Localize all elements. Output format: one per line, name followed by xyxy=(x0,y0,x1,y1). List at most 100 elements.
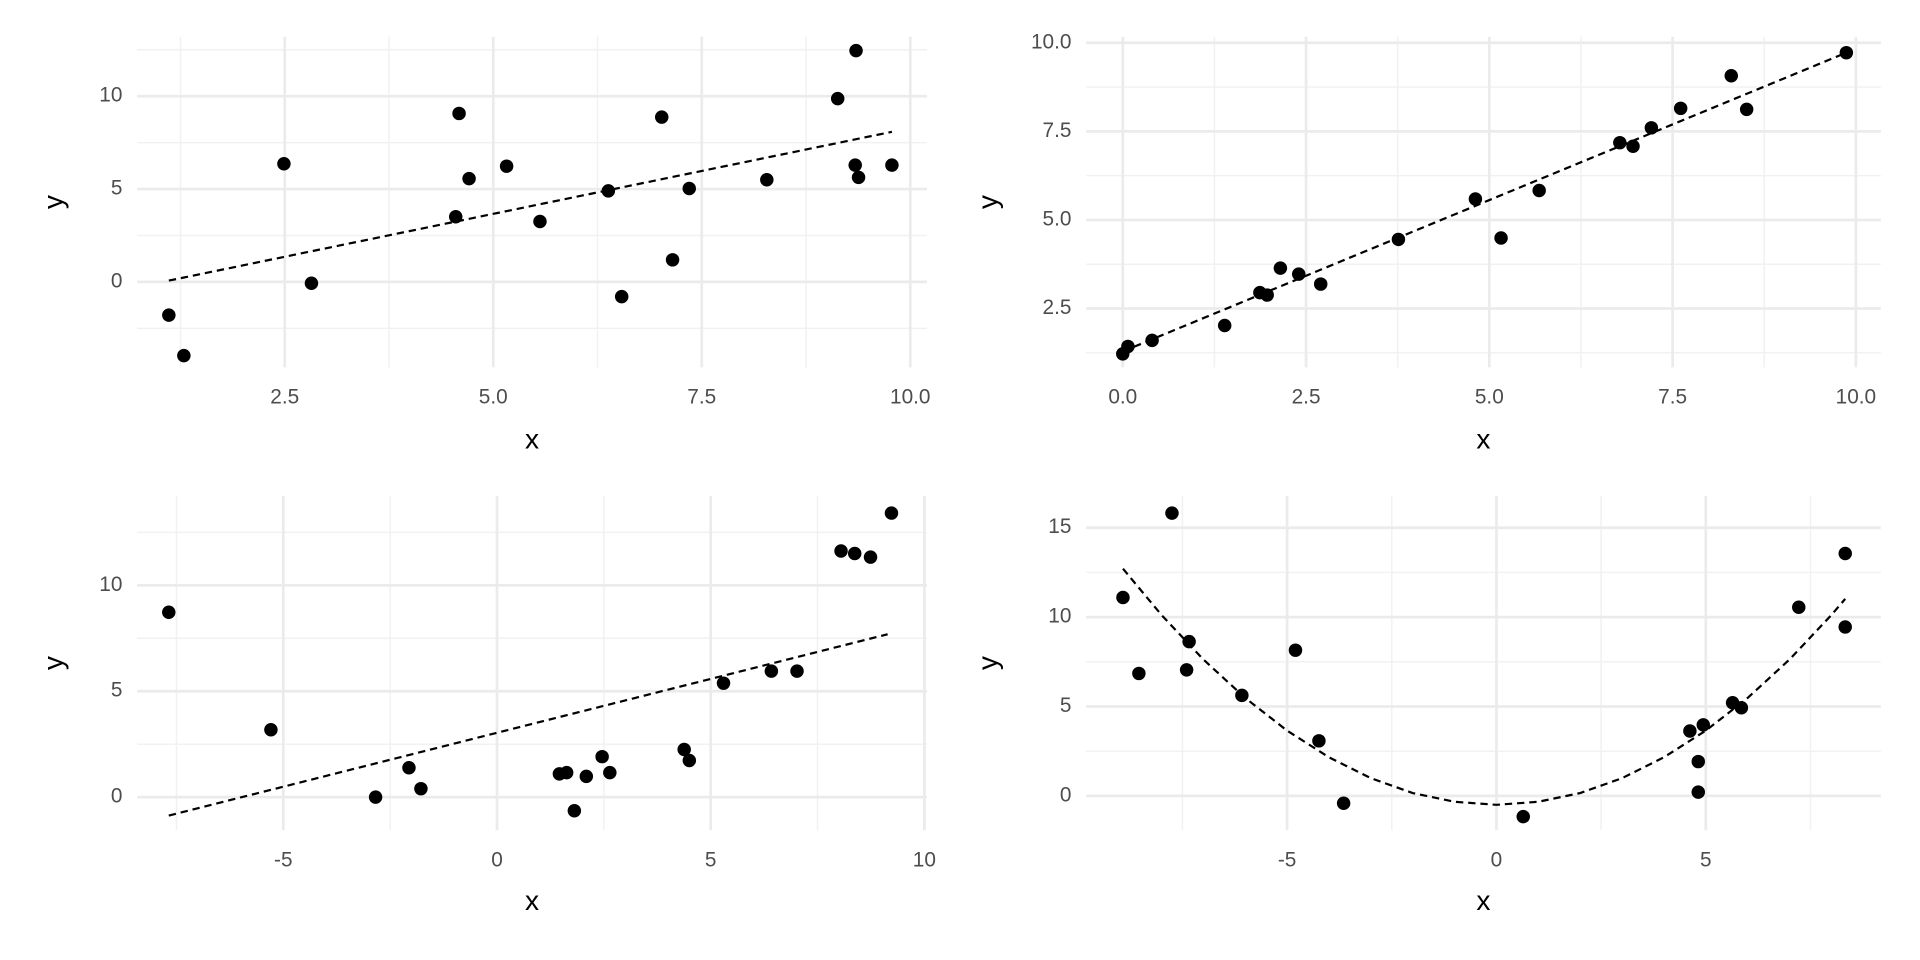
point xyxy=(595,749,609,764)
point xyxy=(1838,620,1852,634)
fit-line xyxy=(1122,51,1847,353)
x-axis-title: x xyxy=(525,423,539,454)
point xyxy=(1217,318,1232,333)
point xyxy=(1838,546,1852,561)
point xyxy=(830,91,845,106)
point xyxy=(601,184,616,198)
point xyxy=(499,159,514,173)
x-tick-label: -5 xyxy=(274,848,293,871)
point xyxy=(1391,232,1406,247)
panel: -5 0 5 0 5 10 15 x y xyxy=(972,495,1881,916)
point xyxy=(760,173,774,187)
y-tick-label: 5.0 xyxy=(1043,207,1072,230)
x-axis-title: x xyxy=(1476,885,1490,916)
point xyxy=(1494,231,1508,245)
point xyxy=(677,742,691,757)
point xyxy=(1312,734,1326,748)
y-axis-title: y xyxy=(972,655,1003,670)
x-tick-label: 2.5 xyxy=(270,385,299,408)
point xyxy=(402,760,416,775)
point xyxy=(264,723,278,737)
fit-line xyxy=(168,633,888,817)
point xyxy=(1739,102,1754,117)
point xyxy=(1165,506,1179,520)
point xyxy=(1516,809,1530,824)
point xyxy=(1792,600,1806,615)
point xyxy=(414,781,428,796)
point xyxy=(162,605,176,619)
point xyxy=(1145,333,1159,348)
x-tick-label: 2.5 xyxy=(1292,385,1321,408)
point xyxy=(851,170,866,185)
point xyxy=(1291,267,1306,281)
point xyxy=(884,506,899,520)
point xyxy=(1182,634,1196,649)
x-tick-label: 10 xyxy=(913,848,936,871)
point xyxy=(177,348,191,363)
point xyxy=(1121,339,1135,354)
point xyxy=(1613,135,1627,150)
y-tick-label: 0 xyxy=(1060,783,1072,806)
point xyxy=(368,790,383,804)
point xyxy=(834,544,848,558)
point xyxy=(1734,701,1749,715)
point xyxy=(682,181,696,196)
x-tick-label: 5 xyxy=(1700,848,1712,871)
point xyxy=(277,157,291,171)
point xyxy=(1116,590,1130,605)
point xyxy=(1468,192,1483,206)
y-axis-title: y xyxy=(38,194,69,209)
x-tick-label: 7.5 xyxy=(1658,385,1687,408)
point xyxy=(848,158,862,172)
x-tick-label: 0 xyxy=(1491,848,1503,871)
point xyxy=(1260,288,1274,302)
point xyxy=(603,765,617,780)
point xyxy=(1273,261,1288,275)
point xyxy=(448,209,463,224)
point xyxy=(567,803,582,818)
y-tick-label: 10.0 xyxy=(1031,30,1071,53)
point xyxy=(1724,68,1738,83)
point xyxy=(849,43,863,58)
y-tick-label: 2.5 xyxy=(1043,296,1072,319)
y-tick-label: 15 xyxy=(1048,515,1071,538)
panel: 2.5 5.0 7.5 10.0 0 5 10 x y xyxy=(38,36,931,454)
point xyxy=(162,308,176,322)
point xyxy=(304,276,319,290)
point xyxy=(1313,277,1328,291)
point xyxy=(654,110,669,124)
panel: -5 0 5 10 0 5 10 x y xyxy=(38,495,936,916)
x-tick-label: -5 xyxy=(1278,848,1296,871)
x-tick-label: 10.0 xyxy=(890,385,930,408)
x-tick-label: 0 xyxy=(491,848,503,871)
x-axis-title: x xyxy=(1476,423,1490,454)
x-tick-label: 5 xyxy=(705,848,717,871)
point xyxy=(764,664,779,678)
point xyxy=(1839,45,1854,60)
y-tick-label: 10 xyxy=(1048,605,1071,628)
point xyxy=(682,753,697,768)
fit-line xyxy=(168,130,893,282)
y-tick-label: 7.5 xyxy=(1043,119,1072,142)
x-tick-label: 5.0 xyxy=(1475,385,1504,408)
y-axis-title: y xyxy=(38,655,69,670)
y-axis-title: y xyxy=(972,194,1003,209)
point xyxy=(614,289,629,304)
point xyxy=(716,676,731,690)
y-tick-label: 5 xyxy=(111,679,123,702)
point xyxy=(1691,754,1705,769)
y-tick-label: 5 xyxy=(111,177,123,200)
point xyxy=(1673,101,1688,116)
point xyxy=(1696,718,1711,732)
x-tick-label: 5.0 xyxy=(479,385,508,408)
x-tick-label: 10.0 xyxy=(1836,385,1876,408)
point xyxy=(1626,139,1640,153)
point xyxy=(533,214,547,229)
y-tick-label: 10 xyxy=(99,573,122,596)
point xyxy=(885,158,899,172)
point xyxy=(1336,796,1351,810)
point xyxy=(1132,666,1146,681)
point xyxy=(1179,663,1194,677)
